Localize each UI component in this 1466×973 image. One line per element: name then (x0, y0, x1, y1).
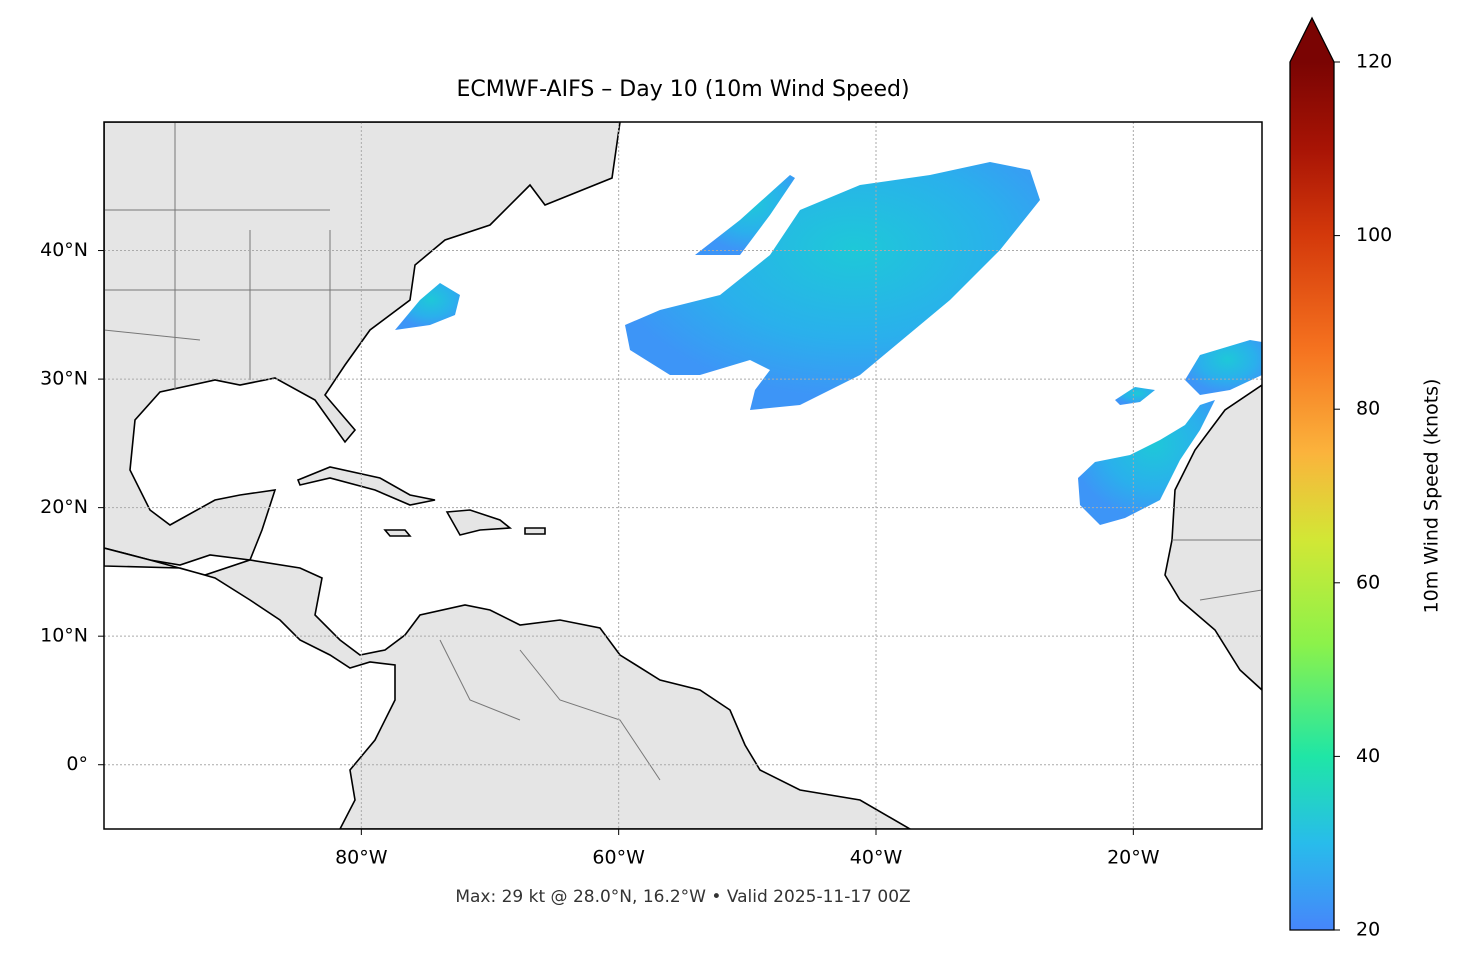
colorbar (1290, 62, 1334, 930)
x-tick-label: 80°W (335, 847, 388, 869)
colorbar-tick-label: 40 (1356, 745, 1380, 767)
north-america (104, 122, 621, 566)
wind-area (1115, 387, 1155, 405)
colorbar-frame (1289, 16, 1335, 931)
borders (104, 122, 1262, 781)
map-title: ECMWF-AIFS – Day 10 (10m Wind Speed) (456, 77, 909, 102)
wind-area (695, 175, 795, 255)
colorbar-tick-label: 120 (1356, 51, 1392, 73)
latin-america (104, 547, 912, 829)
colorbar-tick-label: 20 (1356, 919, 1380, 941)
wind-area (1185, 340, 1262, 395)
jamaica (383, 529, 412, 537)
y-tick-label: 40°N (40, 239, 88, 261)
map-frame (103, 121, 1263, 830)
colorbar-tick-label: 80 (1356, 398, 1380, 420)
africa (1164, 384, 1262, 692)
map-area (104, 122, 1262, 829)
colorbar-tick-label: 60 (1356, 571, 1380, 593)
y-tick-label: 0° (66, 753, 88, 775)
puerto-rico (524, 527, 546, 535)
colorbar-label: 10m Wind Speed (knots) (1421, 379, 1443, 614)
wind-area (1078, 400, 1215, 525)
x-tick-label: 20°W (1107, 847, 1160, 869)
y-tick-label: 30°N (40, 368, 88, 390)
y-tick-label: 20°N (40, 496, 88, 518)
x-tick-label: 40°W (850, 847, 903, 869)
colorbar-extend (1290, 18, 1334, 62)
x-tick-label: 60°W (592, 847, 645, 869)
colorbar-tick-label: 100 (1356, 224, 1392, 246)
hispaniola (445, 509, 513, 536)
footnote: Max: 29 kt @ 28.0°N, 16.2°W • Valid 2025… (455, 887, 910, 907)
wind-area (395, 283, 460, 330)
y-tick-label: 10°N (40, 625, 88, 647)
cuba (296, 466, 436, 506)
wind-area (625, 162, 1040, 410)
